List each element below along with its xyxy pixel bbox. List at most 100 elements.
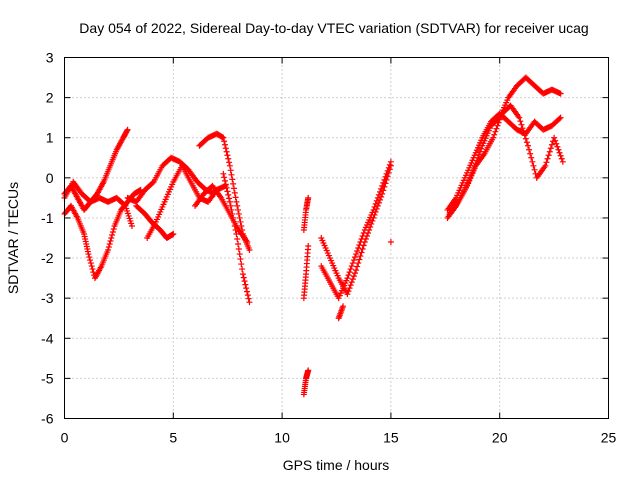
- y-tick-label: -6: [41, 411, 54, 427]
- data-series-arc-o: [335, 303, 347, 322]
- data-point: [109, 228, 116, 235]
- data-point: [234, 202, 241, 209]
- data-point: [370, 206, 377, 213]
- data-point: [382, 173, 389, 180]
- x-axis-label: GPS time / hours: [283, 457, 390, 473]
- data-point: [348, 279, 355, 286]
- data-point: [347, 282, 354, 289]
- data-point: [528, 154, 535, 161]
- data-point: [349, 276, 356, 283]
- data-point: [225, 191, 232, 198]
- data-series-arc-q: [444, 74, 564, 221]
- data-point: [358, 236, 365, 243]
- data-point: [368, 220, 375, 227]
- data-series-arc-m: [318, 162, 394, 298]
- data-series-arc-s: [446, 102, 566, 217]
- data-point: [556, 115, 563, 122]
- data-point: [355, 245, 362, 252]
- data-point: [233, 198, 240, 205]
- data-point: [224, 188, 231, 195]
- data-series-arc-k: [300, 243, 312, 302]
- data-point: [496, 116, 503, 123]
- data-point: [384, 167, 391, 174]
- data-point: [348, 263, 355, 270]
- data-point: [124, 126, 131, 133]
- data-point: [381, 176, 388, 183]
- data-point: [558, 155, 565, 162]
- data-points: [61, 74, 566, 398]
- data-point: [375, 191, 382, 198]
- data-point: [350, 257, 357, 264]
- data-point: [520, 128, 527, 135]
- data-point: [243, 285, 250, 292]
- data-point: [238, 261, 245, 268]
- x-tick-label: 0: [61, 430, 69, 446]
- data-point: [226, 195, 233, 202]
- data-point: [221, 141, 228, 148]
- data-point: [106, 241, 113, 248]
- data-point: [235, 206, 242, 213]
- x-tick-label: 10: [274, 430, 290, 446]
- data-point: [232, 226, 239, 233]
- data-point: [108, 235, 115, 241]
- data-point: [235, 241, 242, 248]
- data-point: [244, 288, 251, 295]
- data-point: [234, 236, 241, 243]
- y-axis-label: SDTVAR / TECUs: [5, 182, 21, 294]
- data-point: [235, 246, 242, 253]
- data-point: [350, 273, 357, 280]
- data-series-arc-i: [220, 170, 253, 306]
- data-point: [223, 184, 230, 191]
- data-point: [121, 201, 128, 208]
- data-point: [345, 288, 352, 295]
- data-point: [555, 146, 562, 153]
- data-point: [556, 149, 563, 156]
- data-point: [221, 174, 228, 181]
- data-point: [245, 295, 252, 302]
- data-point: [170, 230, 177, 237]
- data-point: [356, 256, 363, 263]
- data-point: [89, 266, 96, 273]
- data-point: [387, 158, 394, 165]
- data-point: [551, 134, 558, 141]
- data-point: [239, 271, 246, 278]
- data-point: [224, 152, 231, 159]
- data-point: [221, 138, 228, 145]
- data-point: [357, 239, 364, 246]
- data-point: [109, 231, 116, 238]
- data-point: [522, 135, 529, 142]
- data-point: [305, 243, 312, 250]
- data-point: [387, 239, 394, 246]
- y-tick-label: -5: [41, 370, 54, 386]
- y-tick-label: -2: [41, 250, 54, 266]
- data-point: [231, 189, 238, 196]
- data-point: [516, 114, 523, 121]
- data-point: [236, 214, 243, 221]
- data-point: [385, 164, 392, 171]
- data-point: [222, 181, 229, 188]
- data-point: [357, 253, 364, 260]
- data-point: [346, 285, 353, 292]
- data-point: [231, 222, 238, 229]
- data-point: [546, 148, 553, 155]
- data-point: [344, 275, 351, 282]
- data-point: [220, 170, 227, 177]
- data-point: [305, 194, 312, 201]
- data-point: [235, 210, 242, 217]
- data-point: [553, 140, 560, 147]
- data-point: [227, 202, 234, 209]
- x-tick-label: 5: [169, 430, 177, 446]
- data-point: [521, 132, 528, 139]
- data-point: [228, 206, 235, 213]
- data-point: [222, 145, 229, 152]
- data-point: [230, 180, 237, 187]
- data-point: [107, 238, 114, 245]
- data-point: [240, 274, 247, 281]
- plot-frame: [64, 57, 609, 419]
- data-point: [242, 281, 249, 288]
- data-point: [478, 145, 485, 152]
- data-point: [221, 177, 228, 184]
- data-point: [557, 90, 564, 97]
- data-point: [355, 260, 362, 267]
